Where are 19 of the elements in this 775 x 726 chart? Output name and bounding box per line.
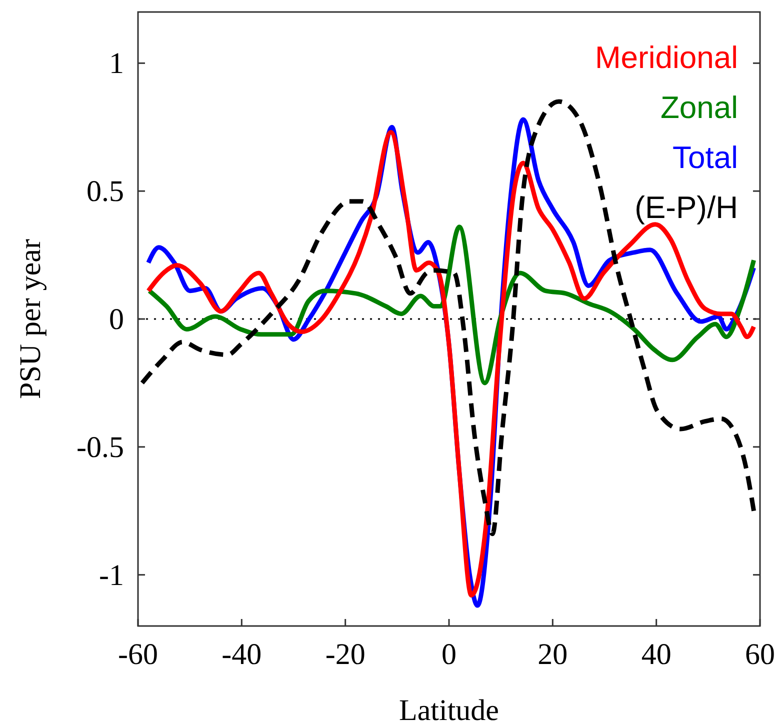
x-tick-label: -40 (222, 638, 262, 671)
y-tick-label: 0 (109, 303, 124, 336)
y-axis-title: PSU per year (14, 239, 47, 399)
y-tick-label: 1 (109, 47, 124, 80)
x-tick-label: 60 (745, 638, 775, 671)
x-tick-label: -20 (325, 638, 366, 671)
y-tick-label: 0.5 (86, 175, 124, 208)
y-tick-label: -1 (99, 558, 124, 592)
line-series (147, 224, 756, 386)
text: Meridional (594, 40, 738, 75)
text: Zonal (660, 90, 738, 125)
x-axis-title: Latitude (399, 694, 499, 726)
x-tick-label: 40 (641, 638, 672, 671)
x-tick-label: 20 (538, 638, 568, 671)
series-label: (E-P)/H (634, 190, 738, 225)
x-tick-label: -60 (118, 638, 158, 671)
text: Total (672, 140, 738, 175)
x-tick-label: 0 (442, 638, 456, 671)
y-tick-label: -0.5 (76, 430, 124, 464)
